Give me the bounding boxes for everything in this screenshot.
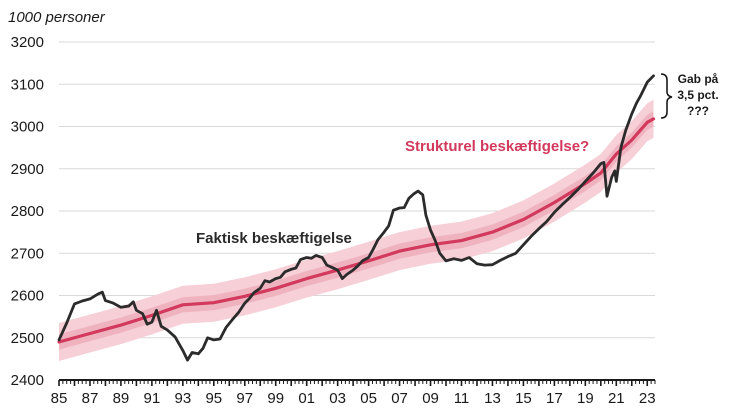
x-tick-label-07: 07 (391, 390, 408, 407)
structural-series-label: Strukturel beskæftigelse? (405, 138, 589, 155)
y-tick-label-3100: 3100 (11, 76, 44, 93)
actual-employment-line (57, 74, 655, 362)
x-tick-label-11: 11 (454, 390, 470, 407)
x-tick-label-05: 05 (360, 390, 377, 407)
x-tick-label-85: 85 (51, 390, 68, 407)
x-tick-label-01: 01 (298, 390, 315, 407)
series-lines (57, 74, 656, 362)
y-tick-label-2900: 2900 (11, 161, 44, 178)
x-tick-label-99: 99 (267, 390, 284, 407)
y-tick-label-2700: 2700 (11, 245, 44, 262)
y-axis: 2400 2500 2600 2700 2800 2900 3000 3100 3200 (11, 34, 44, 389)
x-tick-label-21: 21 (608, 390, 625, 407)
gap-label-line-2: 3,5 pct. (677, 88, 718, 102)
unit-label: 1000 personer (8, 9, 106, 26)
x-tick-label-17: 17 (546, 390, 563, 407)
gap-bracket (660, 73, 673, 119)
x-tick-label-87: 87 (82, 390, 99, 407)
x-tick-label-95: 95 (205, 390, 222, 407)
x-tick-label-15: 15 (515, 390, 532, 407)
x-tick-label-89: 89 (113, 390, 130, 407)
x-axis: 85 87 89 91 93 95 97 99 01 03 05 07 09 11 13 15 17 19 21 23 (51, 379, 656, 407)
y-tick-label-3000: 3000 (11, 119, 44, 136)
y-tick-label-2600: 2600 (11, 288, 44, 305)
x-tick-label-19: 19 (577, 390, 594, 407)
actual-series-label: Faktisk beskæftigelse (196, 230, 352, 247)
y-tick-label-2500: 2500 (11, 330, 44, 347)
x-tick-label-93: 93 (175, 390, 192, 407)
y-tick-label-2400: 2400 (11, 372, 44, 389)
x-tick-label-23: 23 (639, 390, 656, 407)
structural-employment-line (57, 117, 656, 344)
x-tick-label-91: 91 (144, 390, 161, 407)
x-tick-label-13: 13 (484, 390, 501, 407)
x-tick-label-03: 03 (329, 390, 346, 407)
gap-label-line-1: Gab på (678, 72, 719, 86)
x-tick-label-97: 97 (236, 390, 253, 407)
y-tick-label-2800: 2800 (11, 203, 44, 220)
x-tick-label-09: 09 (422, 390, 439, 407)
gap-label-line-3: ??? (687, 104, 709, 118)
y-tick-label-3200: 3200 (11, 34, 44, 51)
